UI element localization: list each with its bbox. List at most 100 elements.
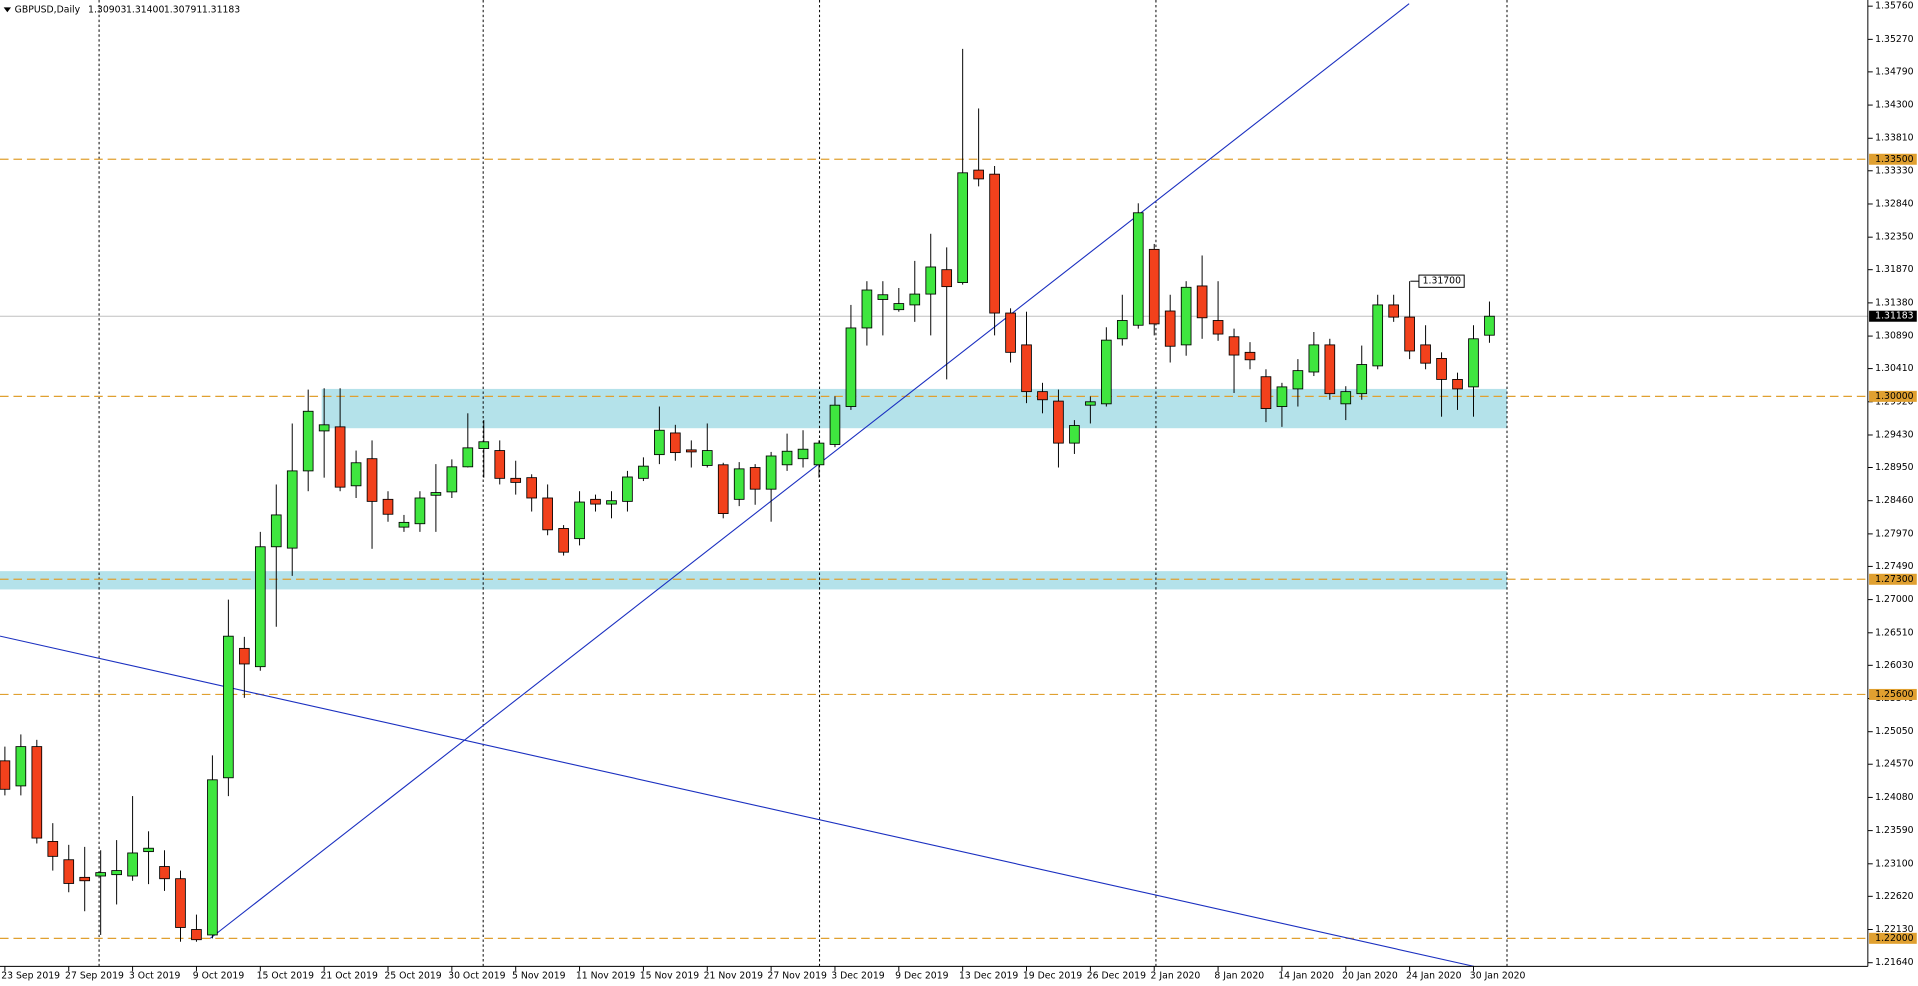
candle-body <box>1148 248 1160 325</box>
candle-body <box>574 501 585 540</box>
y-tick-label: 1.32840 <box>1875 198 1913 209</box>
menu-arrow[interactable] <box>3 7 12 13</box>
price-level-tag <box>1869 688 1917 700</box>
candles <box>0 48 1495 942</box>
x-tick-label: 23 Sep 2019 <box>1 971 60 982</box>
candle-body <box>1420 344 1431 364</box>
candle-body <box>909 293 921 306</box>
ohlc-label: 1.30903 <box>88 4 126 15</box>
x-tick-label: 19 Dec 2019 <box>1023 971 1082 982</box>
annotation-label: 1.31700 <box>1423 276 1461 287</box>
candle-body <box>510 477 522 483</box>
candle-body <box>1101 339 1112 405</box>
candle-body <box>606 500 617 505</box>
candle-body <box>0 760 11 790</box>
candle-body <box>1436 358 1447 380</box>
candle-body <box>1116 320 1128 340</box>
candle-body <box>31 746 43 839</box>
x-tick-label: 27 Sep 2019 <box>65 971 124 982</box>
price-level-label: 1.30000 <box>1875 391 1913 402</box>
candle-body <box>1021 344 1032 393</box>
candle-body <box>1388 304 1399 318</box>
y-tick-label: 1.21640 <box>1875 957 1913 968</box>
candle-body <box>717 464 729 514</box>
candle-body <box>1404 316 1415 352</box>
candle-body <box>191 929 202 941</box>
ohlc-label: 1.31400 <box>126 4 164 15</box>
x-tick-label: 8 Jan 2020 <box>1214 971 1264 982</box>
current-price-tag <box>1869 310 1917 322</box>
y-tick-label: 1.35760 <box>1875 1 1913 12</box>
candle-body <box>989 173 1000 314</box>
x-tick-label: 2 Jan 2020 <box>1151 971 1201 982</box>
candle-body <box>1276 386 1288 407</box>
y-tick-label: 1.28950 <box>1875 462 1913 473</box>
candle-body <box>1468 338 1479 388</box>
candle-body <box>1085 401 1096 406</box>
candle-body <box>95 872 106 877</box>
candle-body <box>861 289 873 329</box>
price-level-label: 1.25600 <box>1875 689 1913 700</box>
candle-body <box>526 477 537 499</box>
y-tick-label: 1.25050 <box>1875 726 1913 737</box>
x-tick-label: 3 Dec 2019 <box>831 971 884 982</box>
candle-body <box>79 876 91 882</box>
x-tick-label: 13 Dec 2019 <box>959 971 1018 982</box>
candle-body <box>973 169 984 180</box>
candle-body <box>175 878 186 928</box>
candle-body <box>781 450 793 466</box>
current-price-label: 1.31183 <box>1875 311 1913 322</box>
candle-body <box>765 455 777 490</box>
candle-body <box>223 635 234 779</box>
x-tick-label: 15 Oct 2019 <box>257 971 314 982</box>
candle-body <box>494 450 506 479</box>
y-tick-label: 1.22130 <box>1875 924 1913 935</box>
y-tick-label: 1.30410 <box>1875 363 1913 374</box>
candle-body <box>893 303 905 311</box>
candle-body <box>1372 304 1384 367</box>
candle-body <box>558 528 569 553</box>
y-tick-label: 1.23100 <box>1875 858 1913 869</box>
candle-body <box>542 497 553 531</box>
candle-body <box>1260 376 1272 409</box>
candle-body <box>1180 286 1192 346</box>
candle-body <box>797 448 809 460</box>
support-zone <box>321 388 1508 429</box>
y-tick-label: 1.31380 <box>1875 297 1913 308</box>
ohlc-label: 1.31183 <box>202 4 240 15</box>
y-tick-label: 1.33810 <box>1875 133 1913 144</box>
candle-body <box>286 470 298 549</box>
support-zone <box>0 571 1507 590</box>
candle-body <box>813 442 825 466</box>
candle-body <box>63 859 75 884</box>
candle-body <box>1356 364 1368 395</box>
candle-body <box>1069 425 1080 444</box>
candle-body <box>829 404 841 445</box>
candle-body <box>685 449 697 453</box>
y-tick-label: 1.30890 <box>1875 331 1913 342</box>
y-tick-label: 1.24570 <box>1875 759 1913 770</box>
price-level-tag <box>1869 932 1917 944</box>
trendlines <box>0 3 1475 967</box>
y-tick-label: 1.27000 <box>1875 594 1913 605</box>
candle-body <box>254 546 266 668</box>
candle-body <box>590 498 601 505</box>
candle-body <box>430 492 442 496</box>
trendline <box>210 3 1410 939</box>
x-tick-label: 30 Jan 2020 <box>1470 971 1526 982</box>
candle-body <box>318 424 330 432</box>
y-tick-label: 1.26030 <box>1875 660 1913 671</box>
candle-body <box>1196 285 1208 319</box>
candle-body <box>1324 344 1336 395</box>
x-tick-label: 25 Oct 2019 <box>384 971 441 982</box>
y-tick-label: 1.24080 <box>1875 792 1913 803</box>
symbol-title: GBPUSD,Daily <box>15 4 81 15</box>
x-tick-label: 5 Nov 2019 <box>512 971 566 982</box>
candle-body <box>47 841 59 857</box>
candle-body <box>127 852 138 877</box>
price-level-tag <box>1869 153 1917 165</box>
